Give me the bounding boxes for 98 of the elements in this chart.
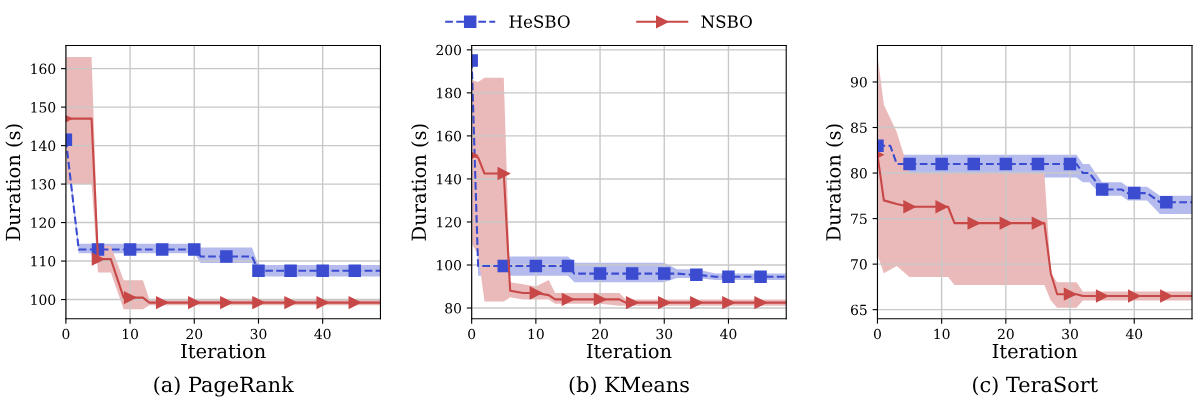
point bbox=[252, 296, 265, 309]
y-tick-label: 140 bbox=[437, 173, 462, 185]
point bbox=[284, 264, 297, 277]
point bbox=[123, 291, 137, 304]
y-tick-label: 100 bbox=[31, 294, 56, 306]
point bbox=[497, 167, 511, 180]
x-axis-title: Iteration bbox=[992, 343, 1078, 359]
x-tick-label: 10 bbox=[934, 328, 950, 340]
point bbox=[1127, 186, 1141, 200]
point bbox=[658, 296, 671, 309]
y-tick-label: 80 bbox=[850, 168, 867, 179]
x-tick-label: 10 bbox=[528, 328, 544, 340]
y-tick-label: 160 bbox=[31, 63, 56, 75]
point bbox=[625, 296, 639, 309]
x-tick-label: 40 bbox=[314, 328, 331, 340]
y-tick-label: 120 bbox=[31, 217, 56, 229]
x-tick-label: 40 bbox=[1125, 328, 1143, 340]
point bbox=[1160, 195, 1173, 209]
legend-label: NSBO bbox=[701, 15, 752, 28]
point bbox=[155, 243, 169, 256]
x-tick-label: 20 bbox=[997, 328, 1014, 340]
point bbox=[220, 296, 233, 309]
text: (a) PageRank bbox=[154, 376, 294, 397]
point bbox=[690, 296, 703, 309]
y-tick-label: 75 bbox=[851, 213, 867, 225]
point bbox=[284, 296, 297, 309]
point bbox=[316, 264, 329, 277]
y-tick-label: 110 bbox=[31, 256, 56, 267]
y-tick-label: 80 bbox=[445, 302, 462, 314]
point bbox=[561, 293, 575, 306]
point bbox=[625, 267, 639, 280]
point bbox=[1095, 289, 1109, 303]
point bbox=[754, 296, 767, 309]
point bbox=[188, 296, 201, 309]
point bbox=[967, 157, 980, 171]
point bbox=[1031, 157, 1045, 171]
point bbox=[935, 200, 948, 214]
x-tick-label: 30 bbox=[1062, 328, 1078, 340]
x-tick-label: 0 bbox=[468, 328, 476, 340]
point bbox=[903, 200, 916, 214]
y-tick-label: 70 bbox=[851, 259, 867, 270]
point bbox=[593, 267, 607, 280]
text: (b) KMeans bbox=[569, 376, 689, 396]
y-axis-title: Duration (s) bbox=[5, 124, 24, 241]
point bbox=[967, 216, 980, 230]
y-tick-label: 90 bbox=[850, 76, 867, 88]
y-axis-title: Duration (s) bbox=[411, 124, 429, 241]
point bbox=[316, 296, 329, 309]
legend-label: HeSBO bbox=[509, 15, 570, 28]
x-tick-label: 0 bbox=[62, 328, 70, 340]
point bbox=[348, 296, 362, 309]
point bbox=[188, 243, 201, 256]
x-tick-label: 10 bbox=[122, 328, 138, 340]
y-tick-label: 160 bbox=[437, 130, 462, 142]
x-tick-label: 20 bbox=[592, 328, 608, 340]
point bbox=[935, 157, 948, 171]
point bbox=[529, 286, 543, 300]
y-tick-label: 150 bbox=[31, 102, 56, 113]
point bbox=[999, 157, 1013, 171]
x-tick-label: 30 bbox=[656, 328, 673, 340]
point bbox=[348, 264, 362, 277]
point bbox=[722, 296, 735, 309]
point bbox=[1031, 216, 1045, 230]
x-tick-label: 40 bbox=[720, 328, 737, 340]
point bbox=[91, 252, 105, 266]
y-tick-label: 85 bbox=[850, 122, 867, 133]
y-tick-label: 100 bbox=[437, 259, 462, 271]
point bbox=[1063, 157, 1077, 171]
y-tick-label: 140 bbox=[31, 140, 56, 152]
point bbox=[722, 270, 735, 284]
x-axis-title: Iteration bbox=[181, 343, 266, 359]
point bbox=[1160, 289, 1173, 303]
x-axis-title: Iteration bbox=[586, 343, 672, 359]
y-tick-label: 65 bbox=[850, 304, 867, 316]
y-tick-label: 120 bbox=[437, 216, 462, 228]
point bbox=[658, 267, 671, 280]
point bbox=[561, 259, 575, 273]
point bbox=[754, 270, 767, 284]
y-tick-label: 180 bbox=[437, 87, 462, 99]
point bbox=[529, 259, 543, 273]
x-tick-label: 30 bbox=[250, 328, 267, 340]
point bbox=[903, 157, 916, 171]
y-axis-title: Duration (s) bbox=[825, 124, 844, 241]
x-tick-label: 20 bbox=[186, 328, 203, 340]
point bbox=[220, 250, 233, 263]
y-tick-label: 200 bbox=[436, 44, 462, 56]
point bbox=[155, 296, 169, 309]
x-tick-label: 0 bbox=[873, 328, 881, 340]
text: (c) TeraSort bbox=[973, 376, 1098, 396]
point bbox=[593, 293, 607, 306]
point bbox=[690, 268, 703, 281]
point bbox=[252, 264, 265, 277]
y-tick-label: 130 bbox=[31, 179, 56, 190]
point bbox=[1127, 289, 1141, 303]
point bbox=[1063, 287, 1077, 301]
point bbox=[1095, 183, 1109, 196]
point bbox=[999, 216, 1013, 230]
point bbox=[123, 243, 137, 256]
